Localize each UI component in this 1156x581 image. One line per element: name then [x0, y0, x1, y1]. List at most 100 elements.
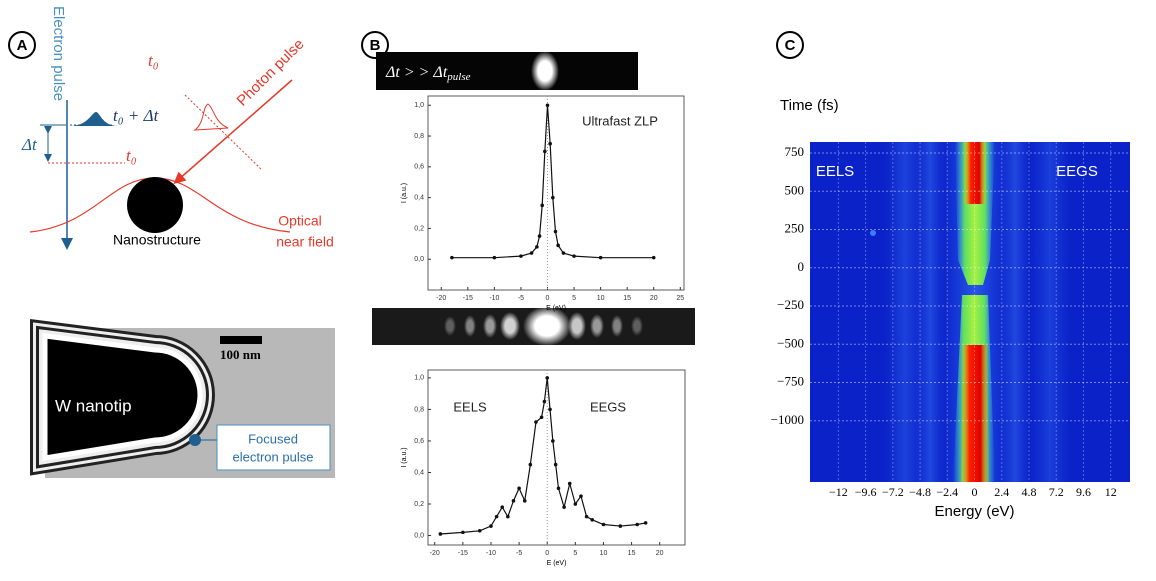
- sem-image: W nanotip 100 nm Focused electron pulse: [30, 318, 335, 478]
- y-tick-label: 0,4: [414, 194, 424, 201]
- annotation: Ultrafast ZLP: [582, 113, 658, 128]
- x-tick-label: 12: [1105, 485, 1117, 499]
- data-point: [548, 141, 552, 146]
- x-tick-label: -5: [516, 550, 522, 557]
- y-tick-label: −250: [777, 297, 804, 312]
- x-tick-label: 15: [623, 295, 631, 302]
- data-point: [545, 376, 550, 380]
- data-point: [579, 494, 583, 498]
- x-tick-label: −9.6: [855, 485, 877, 499]
- data-point: [540, 203, 544, 208]
- y-tick-label: 1,0: [414, 375, 424, 382]
- x-tick-label: 9.6: [1076, 485, 1091, 499]
- x-tick-label: 25: [676, 295, 684, 302]
- focused-label: electron pulse: [233, 449, 314, 464]
- y-tick-label: 1,0: [414, 102, 424, 109]
- near-field-label: near field: [276, 234, 334, 250]
- panel-b-label: B: [361, 31, 389, 59]
- data-point: [551, 439, 555, 443]
- t0-label: t₀: [126, 146, 137, 165]
- data-point: [635, 522, 639, 527]
- strip-sub: pulse: [446, 71, 470, 83]
- data-point: [556, 486, 561, 491]
- data-point: [528, 462, 533, 467]
- data-point: [643, 521, 648, 525]
- data-point: [543, 149, 547, 154]
- focused-label: Focused: [248, 431, 298, 446]
- t0-dt: t₀ + Δt: [113, 106, 160, 125]
- data-point: [461, 530, 465, 535]
- data-point: [567, 481, 572, 486]
- x-tick-label: −12: [829, 485, 848, 499]
- y-tick-label: 750: [785, 144, 805, 159]
- annotation: EEGS: [590, 399, 626, 414]
- panel-a-label: A: [8, 31, 36, 59]
- data-point: [529, 251, 534, 255]
- data-point: [539, 415, 544, 420]
- data-point: [561, 251, 566, 255]
- data-point: [522, 499, 527, 503]
- data-point: [517, 486, 521, 491]
- tip-label: W nanotip: [55, 396, 132, 415]
- middle-strip: [372, 306, 695, 346]
- data-point: [537, 234, 542, 238]
- x-tick-label: 0: [545, 550, 549, 557]
- data-point: [551, 195, 555, 200]
- y-tick-label: 0,8: [414, 406, 424, 413]
- x-tick-label: −4.8: [909, 485, 931, 499]
- y-tick-label: 0,6: [414, 164, 424, 171]
- data-point: [494, 514, 499, 519]
- y-tick-label: 0,6: [414, 438, 424, 445]
- x-tick-label: 20: [656, 550, 664, 557]
- x-tick-label: -5: [518, 295, 524, 302]
- y-tick-label: 0: [798, 259, 805, 274]
- data-point: [500, 505, 505, 509]
- annotation: EELS: [816, 163, 854, 180]
- data-point: [535, 245, 539, 249]
- near-field-label: Optical: [278, 213, 322, 229]
- nanostructure: [127, 177, 183, 233]
- x-tick-label: 4.8: [1022, 485, 1037, 499]
- data-point: [534, 420, 538, 424]
- annotation: EELS: [453, 399, 487, 414]
- data-point: [450, 255, 454, 260]
- x-tick-label: -15: [458, 550, 468, 557]
- x-tick-label: 10: [597, 295, 605, 302]
- data-point: [511, 499, 516, 503]
- dotted: [184, 94, 263, 171]
- y-tick-label: 0,0: [414, 256, 424, 263]
- x-tick-label: -10: [489, 295, 499, 302]
- x-tick-label: 5: [572, 295, 576, 302]
- plot-frame: [427, 95, 685, 291]
- y-tick-label: 0,8: [414, 133, 424, 140]
- data-point: [598, 255, 603, 260]
- y-tick-label: 0,2: [414, 225, 424, 232]
- heatmap-image: [810, 142, 1130, 482]
- y-tick-label: −1000: [771, 412, 804, 427]
- y-axis-label: Time (fs): [780, 97, 839, 114]
- data-point: [651, 255, 656, 260]
- x-tick-label: -10: [486, 550, 496, 557]
- photon-axis: [173, 79, 293, 184]
- y-axis-label: I (a.u.): [401, 183, 408, 203]
- strip-main: Δt > > Δt: [385, 64, 448, 81]
- x-tick-label: 0: [546, 295, 550, 302]
- y-tick-label: −750: [777, 374, 804, 389]
- x-tick-label: 20: [650, 295, 658, 302]
- y-axis-label: I (a.u.): [401, 447, 408, 467]
- data-point: [519, 254, 523, 258]
- strip-text: Δt > > Δtpulse: [385, 64, 471, 83]
- data-point: [553, 229, 558, 234]
- x-tick-label: 5: [573, 550, 577, 557]
- data-point: [584, 514, 589, 519]
- data-point: [542, 399, 547, 404]
- x-tick-label: −7.2: [882, 485, 904, 499]
- data-point: [618, 524, 623, 528]
- panel-a-diagram: Electron pulse t₀ + Δt Δt t₀ t₀ Photon p…: [21, 6, 334, 250]
- panel-label: B: [370, 37, 381, 54]
- data-point: [506, 514, 510, 519]
- data-point: [545, 103, 550, 108]
- x-tick-label: −2.4: [936, 485, 958, 499]
